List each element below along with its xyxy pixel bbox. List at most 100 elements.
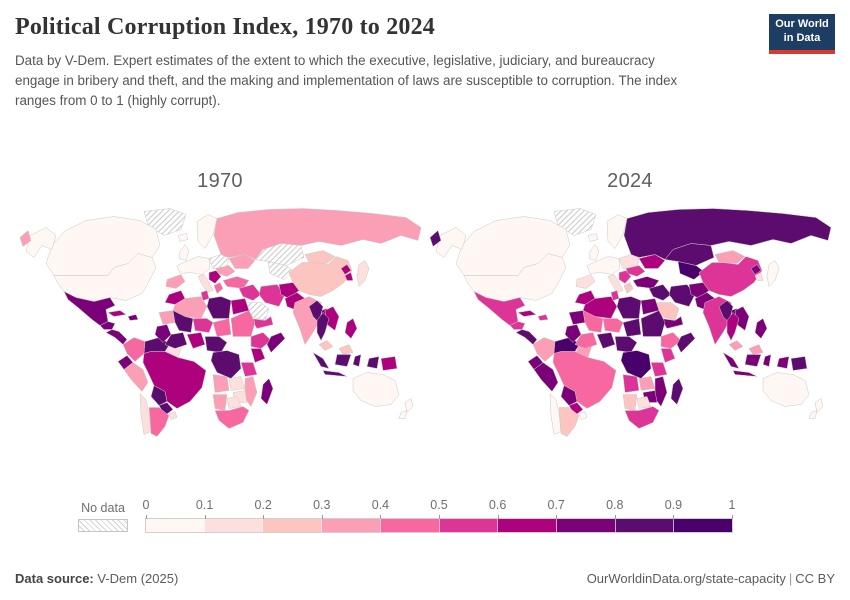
legend-bin-0.7-0.8[interactable] [555, 519, 615, 533]
map-region-mongolia[interactable] [714, 250, 745, 265]
map-region-kenya[interactable] [660, 348, 675, 364]
legend-bin-0-0.1[interactable] [146, 519, 204, 533]
map-region-iran[interactable] [258, 284, 285, 308]
map-region-bolivia[interactable] [560, 385, 577, 407]
owid-logo[interactable]: Our World in Data [769, 14, 835, 54]
map-region-russia[interactable] [19, 208, 421, 261]
map-region-balkans[interactable] [618, 270, 631, 285]
map-region-north-korea[interactable] [750, 264, 761, 276]
map-region-cameroon-central-africa[interactable] [204, 336, 227, 354]
map-region-uk[interactable] [588, 244, 599, 262]
map-region-philippines[interactable] [754, 318, 767, 340]
map-region-cuba[interactable] [517, 310, 536, 318]
map-region-uk[interactable] [178, 244, 189, 262]
map-region-italy[interactable] [197, 274, 213, 294]
map-region-iceland[interactable] [177, 233, 188, 243]
legend-bin-0.6-0.7[interactable] [497, 519, 556, 533]
map-region-ukraine[interactable] [228, 254, 255, 270]
legend-bin-0.2-0.3[interactable] [262, 519, 322, 533]
map-region-mauritania[interactable] [158, 310, 175, 326]
map-region-kazakhstan[interactable] [254, 243, 304, 267]
map-region-turkey[interactable] [222, 276, 249, 290]
map-region-cameroon-central-africa[interactable] [614, 336, 637, 354]
owid-url-link[interactable]: OurWorldinData.org/state-capacity [586, 571, 786, 586]
map-region-south-korea[interactable] [344, 272, 353, 282]
map-region-ivory-coast-ghana[interactable] [574, 332, 597, 350]
map-region-sudan[interactable] [640, 310, 665, 338]
map-region-peru[interactable] [533, 362, 558, 393]
map-region-argentina[interactable] [148, 407, 169, 438]
legend-bin-0.3-0.4[interactable] [321, 519, 380, 533]
map-region-mexico[interactable] [63, 291, 115, 327]
map-region-venezuela[interactable] [553, 337, 580, 355]
legend-bin-0.9-1[interactable] [673, 519, 733, 533]
map-region-ukraine[interactable] [638, 254, 665, 270]
map-region-greece[interactable] [213, 282, 223, 295]
legend-bin-0.8-0.9[interactable] [614, 519, 674, 533]
map-region-philippines[interactable] [344, 318, 357, 340]
map-region-scandinavia[interactable] [606, 214, 627, 250]
map-region-senegal-guinea[interactable] [154, 324, 171, 344]
map-region-papua-new-guinea[interactable] [380, 356, 397, 372]
map-region-central-asia[interactable] [267, 261, 294, 281]
map-region-yemen[interactable] [250, 316, 273, 330]
map-region-bolivia[interactable] [150, 385, 167, 407]
map-region-zambia[interactable] [228, 376, 245, 392]
map-region-syria-iraq[interactable] [238, 284, 261, 302]
map-region-australia[interactable] [352, 372, 399, 408]
map-region-angola[interactable] [622, 374, 639, 394]
map-region-japan[interactable] [766, 260, 779, 288]
map-region-peru[interactable] [123, 362, 148, 393]
map-region-central-america-south[interactable] [515, 329, 537, 346]
legend-bin-0.5-0.6[interactable] [438, 519, 498, 533]
map-region-new-zealand[interactable] [808, 398, 823, 420]
map-region-malaysia[interactable] [318, 340, 353, 356]
map-region-chad[interactable] [622, 318, 641, 338]
map-region-tanzania[interactable] [650, 362, 667, 378]
map-region-ethiopia[interactable] [250, 332, 271, 350]
map-region-brazil[interactable] [552, 351, 616, 410]
map-region-libya[interactable] [206, 296, 231, 320]
map-region-sudan[interactable] [230, 310, 255, 338]
map-region-mongolia[interactable] [304, 250, 335, 265]
map-region-brazil[interactable] [142, 351, 206, 410]
map-region-central-america-north[interactable] [509, 321, 525, 331]
map-region-namibia[interactable] [212, 394, 227, 412]
legend-bin-0.4-0.5[interactable] [379, 519, 439, 533]
map-region-malaysia[interactable] [728, 340, 763, 356]
map-region-ethiopia[interactable] [660, 332, 681, 350]
map-region-japan[interactable] [356, 260, 369, 288]
map-region-hispaniola[interactable] [127, 314, 138, 322]
map-region-uruguay[interactable] [578, 411, 587, 421]
map-region-zambia[interactable] [638, 376, 655, 392]
map-region-thailand[interactable] [726, 312, 739, 342]
map-region-madagascar[interactable] [260, 378, 273, 406]
map-region-libya[interactable] [616, 296, 641, 320]
map-region-somalia[interactable] [266, 332, 285, 354]
map-region-venezuela[interactable] [143, 337, 170, 355]
map-region-east-europe[interactable] [208, 254, 229, 270]
map-region-iberia[interactable] [575, 274, 595, 290]
map-region-greece[interactable] [623, 282, 633, 295]
map-region-cuba[interactable] [107, 310, 126, 318]
map-region-niger[interactable] [192, 318, 213, 334]
map-region-south-africa[interactable] [214, 406, 249, 430]
map-region-syria-iraq[interactable] [648, 284, 671, 302]
map-region-south-africa[interactable] [624, 406, 659, 430]
map-region-yemen[interactable] [660, 316, 683, 330]
map-region-botswana[interactable] [636, 396, 651, 410]
map-region-iran[interactable] [668, 284, 695, 308]
map-region-papua-new-guinea[interactable] [790, 356, 807, 372]
map-region-central-asia[interactable] [677, 261, 704, 281]
map-region-nigeria[interactable] [596, 332, 615, 350]
map-region-kazakhstan[interactable] [664, 243, 714, 267]
map-region-madagascar[interactable] [670, 378, 683, 406]
map-region-indonesia[interactable] [722, 352, 789, 378]
legend-bin-0.1-0.2[interactable] [203, 519, 263, 533]
map-region-tanzania[interactable] [240, 362, 257, 378]
map-region-scandinavia[interactable] [196, 214, 217, 250]
map-region-drc[interactable] [210, 350, 241, 380]
map-region-new-zealand[interactable] [398, 398, 413, 420]
map-region-drc[interactable] [620, 350, 651, 380]
map-region-chad[interactable] [212, 318, 231, 338]
